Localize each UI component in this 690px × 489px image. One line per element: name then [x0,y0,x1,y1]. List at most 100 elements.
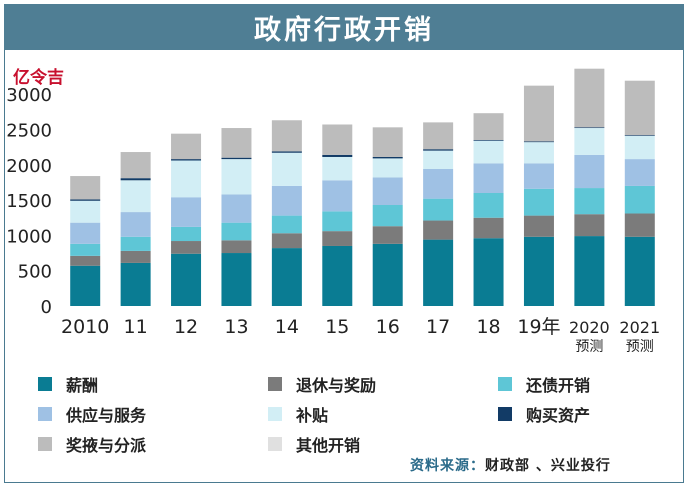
bar-segment-supplies [322,180,353,212]
bar-segment-debt [473,193,504,218]
bar-segment-assets [574,127,605,129]
bar-segment-supplies [523,163,554,189]
bar-segment-salaries [271,248,302,306]
bar-segment-subsidies [473,140,504,164]
source-note: 资料来源：财政部 、兴业投行 [410,455,611,475]
bar-stack [473,113,504,306]
bar-segment-debt [171,226,202,242]
legend-swatch [38,377,52,391]
legend-label: 供应与服务 [66,406,147,425]
bar-segment-supplies [372,177,403,206]
bar-segment-debt [574,188,605,215]
y-tick-label: 1500 [6,191,52,212]
bar-area [70,68,655,306]
x-tick-label: 预测 [626,339,654,355]
bar-stack [221,128,252,306]
bar-segment-grants [523,85,554,142]
x-tick-label: 11 [124,316,148,338]
bar-segment-salaries [624,236,655,306]
bar-segment-debt [221,222,252,241]
bar-stack [322,124,353,306]
legend-item-supplies: 供应与服务 [38,402,146,426]
bar-segment-assets [372,156,403,159]
y-tick-label: 2000 [6,156,52,177]
legend-swatch [38,437,52,451]
legend-item-salaries: 薪酬 [38,372,98,396]
bar-segment-grants [271,120,302,152]
bar-segment-subsidies [322,156,353,181]
bar-segment-salaries [574,236,605,306]
bar-segment-debt [624,185,655,214]
bar-segment-subsidies [523,142,554,164]
bar-stack [70,176,101,306]
bar-segment-supplies [171,197,202,227]
bar-segment-assets [473,140,504,141]
bar-segment-debt [271,215,302,234]
bar-segment-debt [120,236,151,251]
x-tick-label: 13 [224,316,248,338]
bar-segment-grants [322,124,353,155]
legend-swatch [268,437,282,451]
bar-segment-salaries [423,239,454,306]
bar-segment-supplies [574,154,605,189]
bar-segment-subsidies [271,152,302,186]
bar-stack [574,68,605,306]
legend-label: 补贴 [296,406,329,425]
bar-segment-supplies [423,168,454,199]
x-tick-label: 19年 [517,316,560,338]
bar-segment-supplies [271,185,302,216]
bar-segment-assets [322,154,353,157]
bar-segment-assets [171,159,202,161]
bar-segment-subsidies [574,128,605,155]
bar-segment-grants [171,133,202,160]
bar-stack [120,152,151,306]
bar-segment-grants [574,68,605,128]
bar-segment-salaries [372,243,403,306]
legend-item-subsidies: 补贴 [268,402,328,426]
bar-segment-debt [423,198,454,221]
bar-segment-supplies [120,212,151,237]
bar-segment-pensions [70,255,101,266]
bar-segment-grants [473,113,504,141]
bar-segment-pensions [271,233,302,249]
bar-segment-salaries [523,236,554,306]
bar-segment-assets [221,157,252,160]
bar-segment-salaries [473,238,504,306]
x-tick-label: 15 [325,316,349,338]
bar-segment-pensions [624,213,655,237]
y-axis: 0 500 1000 1500 2000 2500 3000 [6,85,52,318]
legend-swatch [268,407,282,421]
legend-label: 购买资产 [526,406,591,425]
legend-label: 退休与奖励 [296,376,377,395]
bar-stack [372,127,403,306]
bar-segment-salaries [70,265,101,306]
bar-segment-pensions [171,241,202,254]
bar-segment-grants [423,122,454,150]
x-tick-label: 2010 [61,316,109,338]
bar-segment-grants [120,152,151,179]
legend-label: 还债开销 [526,376,591,395]
bar-segment-debt [322,211,353,232]
unit-label: 亿令吉 [13,68,64,88]
x-tick-label: 12 [174,316,198,338]
bar-segment-assets [120,178,151,181]
x-tick-label: 14 [275,316,299,338]
bar-segment-debt [372,205,403,227]
x-tick-label: 2020 [569,318,610,337]
x-axis: 2010 11 12 13 14 15 16 17 18 19年 2020 预测 2021 预测 [61,316,660,355]
legend-swatch [498,407,512,421]
bar-segment-subsidies [372,158,403,178]
bar-segment-subsidies [70,200,101,223]
x-tick-label: 2021 [619,318,660,337]
bar-segment-supplies [473,163,504,193]
chart-title: 政府行政开销 [4,4,684,50]
x-tick-label: 预测 [575,339,603,355]
bar-segment-assets [271,151,302,153]
bar-segment-assets [624,135,655,136]
bar-segment-assets [423,149,454,151]
legend-item-assets: 购买资产 [498,402,590,426]
bar-segment-salaries [322,245,353,306]
y-tick-label: 0 [41,297,52,318]
bar-segment-grants [624,80,655,136]
